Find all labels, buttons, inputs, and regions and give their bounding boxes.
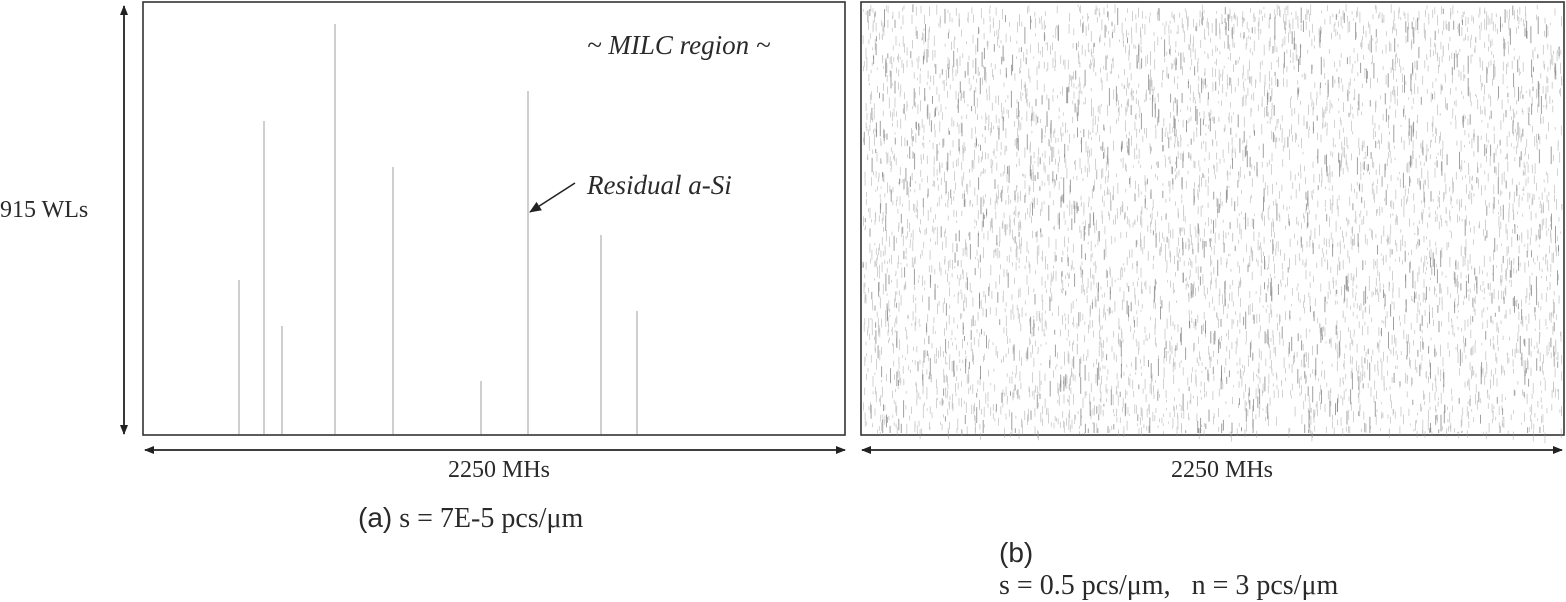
vertical-dimension-label: 915 WLs <box>0 197 89 223</box>
panel-a-frame <box>142 1 846 436</box>
residual-annotation-label: Residual a-Si <box>587 170 732 200</box>
caption-b-text: s = 0.5 pcs/μm, n = 3 pcs/μm <box>999 570 1339 601</box>
figure-canvas <box>120 1 1565 454</box>
texture-dark <box>862 4 1560 433</box>
annotation-arrow <box>529 182 576 213</box>
horizontal-dimension-label-a: 2250 MHs <box>448 457 551 483</box>
random-texture <box>862 4 1563 444</box>
caption-a: (a) s = 7E-5 pcs/μm <box>358 502 583 535</box>
residual-lines <box>238 24 638 434</box>
caption-a-tag: (a) <box>358 502 393 533</box>
texture-light <box>862 4 1563 444</box>
panel-b-frame <box>860 1 1565 436</box>
caption-a-text: s = 7E-5 pcs/μm <box>399 503 584 534</box>
caption-b-tag: (b) <box>999 537 1034 568</box>
caption-b: (b) s = 0.5 pcs/μm, n = 3 pcs/μm <box>985 505 1338 602</box>
region-label: ~ MILC region ~ <box>587 30 771 60</box>
horizontal-dimension-label-b: 2250 MHs <box>1171 457 1274 483</box>
